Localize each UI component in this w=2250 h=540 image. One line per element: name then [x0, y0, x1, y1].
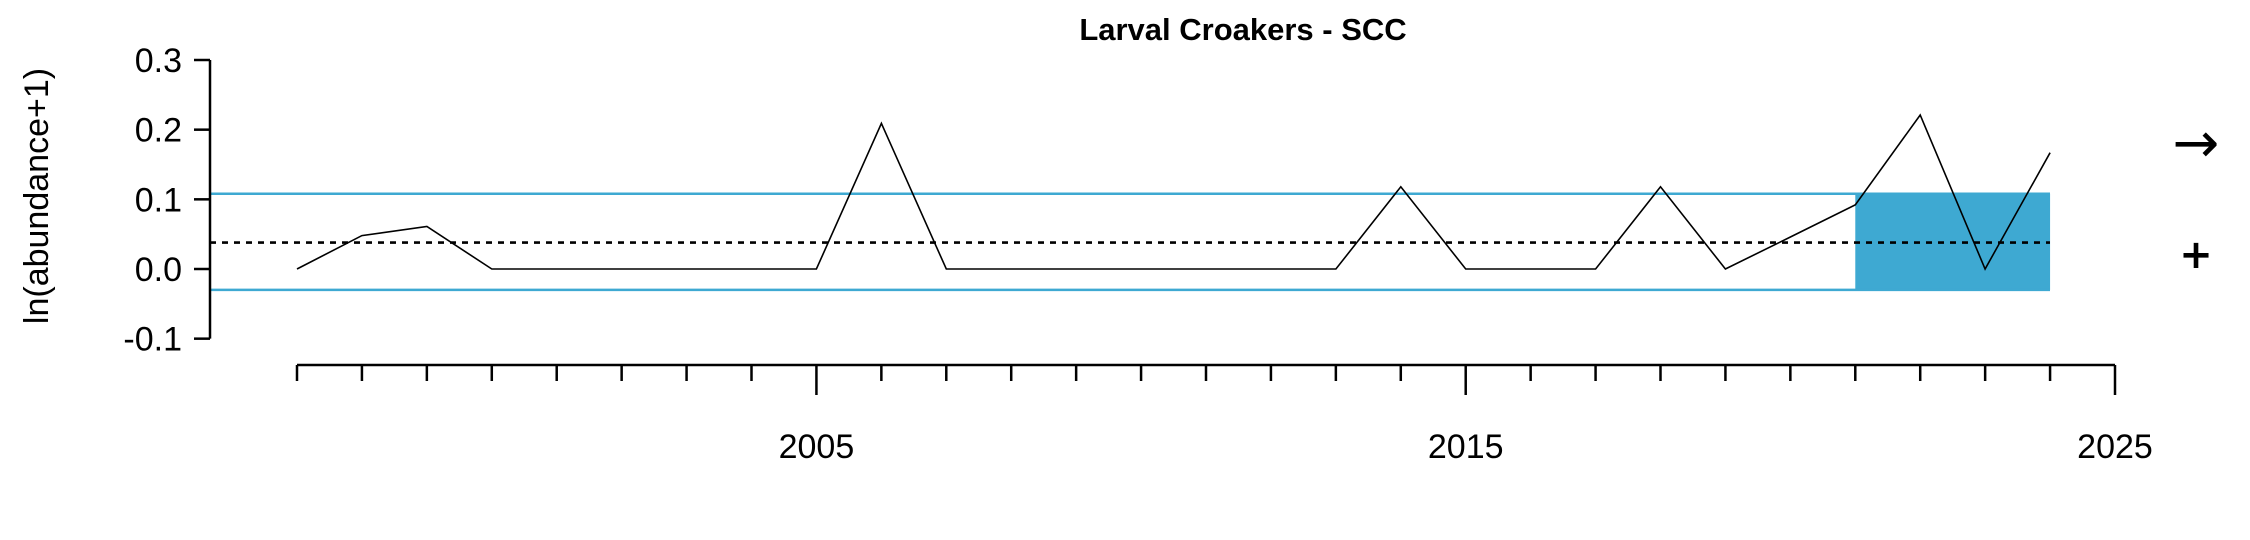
y-tick-label: 0.0 [135, 251, 182, 289]
x-tick-label: 2005 [779, 428, 855, 466]
x-tick-label: 2025 [2077, 428, 2153, 466]
y-tick-label: -0.1 [123, 321, 182, 359]
series-line [296, 113, 2051, 271]
x-tick-label: 2015 [1428, 428, 1504, 466]
chart-title: Larval Croakers - SCC [1079, 12, 1406, 47]
plot-area: -0.1 0.0 0.1 0.2 0.3 2005 2015 2025 → + [123, 42, 2219, 466]
trend-arrow-icon: → [2173, 111, 2220, 176]
y-axis-label: ln(abundance+1) [18, 68, 56, 324]
y-tick-label: 0.2 [135, 112, 182, 150]
mean-plus-icon: + [2179, 232, 2213, 278]
y-tick-label: 0.3 [135, 42, 182, 80]
y-tick-label: 0.1 [135, 181, 182, 219]
